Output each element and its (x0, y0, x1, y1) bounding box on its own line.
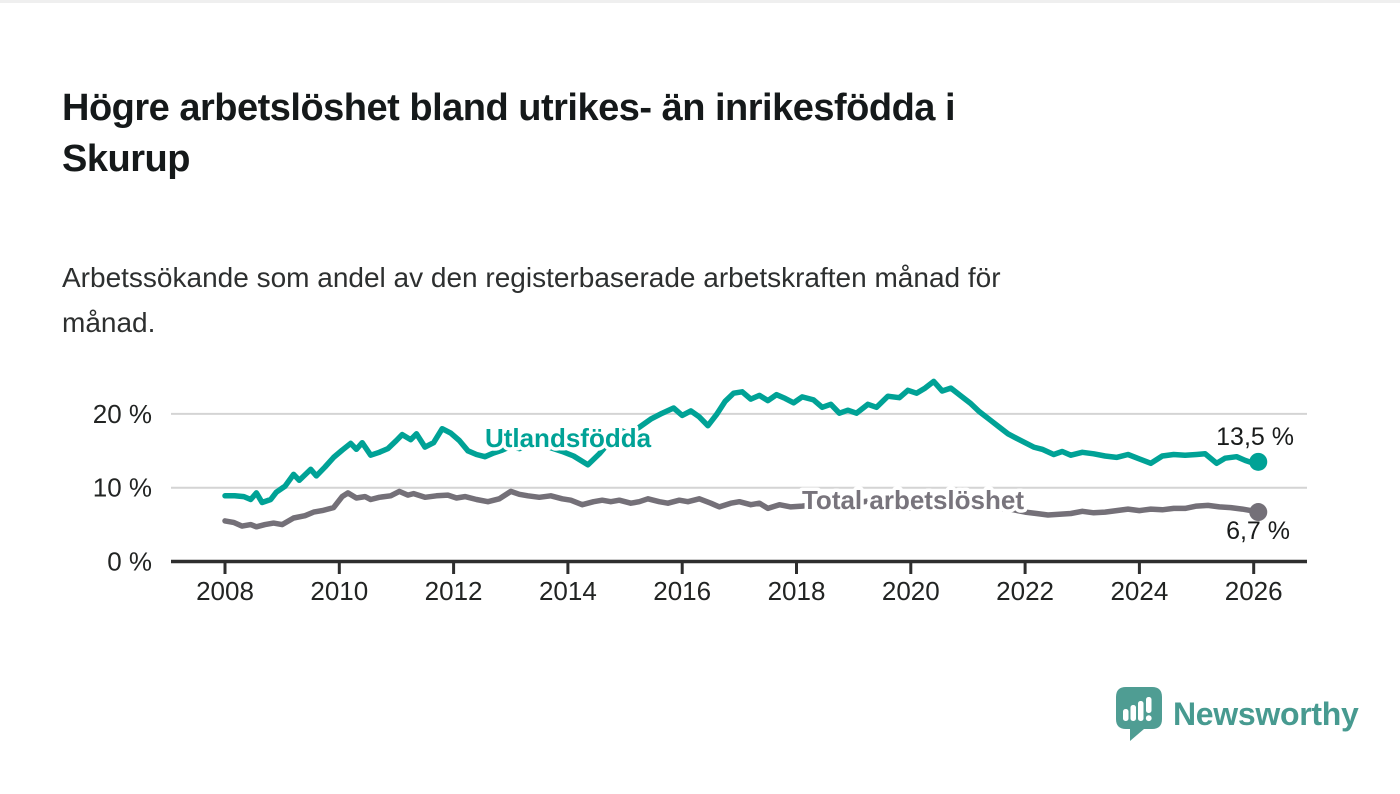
x-tick-label-2024: 2024 (1110, 576, 1168, 606)
top-border (0, 0, 1400, 3)
x-axis-ticks (223, 561, 1256, 574)
series-end-dot-0 (1249, 452, 1268, 471)
y-axis-tick-labels: 0 % 10 % 20 % (93, 399, 152, 577)
logo-bar-small (1123, 709, 1129, 721)
y-tick-label-0: 0 % (107, 547, 152, 577)
logo-exclamation-dot (1145, 715, 1152, 722)
series-label-utlandsfodda: Utlandsfödda (485, 423, 652, 453)
series-line-1 (222, 488, 1262, 530)
page-subtitle: Arbetssökande som andel av den registerb… (62, 262, 1001, 338)
series-label-total-arbetsloshet: Total arbetslöshet (802, 485, 1024, 515)
y-tick-label-20: 20 % (93, 399, 152, 429)
series-end-dot-1 (1249, 503, 1268, 522)
x-tick-label-2020: 2020 (882, 576, 940, 606)
logo-bar-tall (1138, 701, 1144, 721)
series-lines (222, 378, 1262, 530)
x-tick-label-2014: 2014 (539, 576, 597, 606)
logo-bar-medium (1130, 705, 1136, 721)
newsworthy-logo-icon (1116, 687, 1162, 741)
x-tick-label-2012: 2012 (425, 576, 483, 606)
end-value-label-total: 6,7 % (1226, 517, 1290, 545)
x-tick-label-2022: 2022 (996, 576, 1054, 606)
x-axis-tick-labels: 2008 2010 2012 2014 2016 2018 2020 2022 2024 2026 (196, 576, 1283, 606)
series-line-0 (222, 378, 1262, 506)
end-value-label-utlandsfodda: 13,5 % (1216, 423, 1294, 451)
logo-exclamation-bar (1146, 697, 1152, 713)
x-tick-label-2018: 2018 (768, 576, 826, 606)
x-tick-label-2016: 2016 (653, 576, 711, 606)
y-tick-label-10: 10 % (93, 473, 152, 503)
page-title: Högre arbetslöshet bland utrikes- än inr… (62, 87, 956, 180)
x-tick-label-2010: 2010 (310, 576, 368, 606)
newsworthy-wordmark: Newsworthy (1173, 696, 1359, 732)
x-tick-label-2008: 2008 (196, 576, 254, 606)
x-tick-label-2026: 2026 (1225, 576, 1283, 606)
gridlines (171, 412, 1307, 489)
newsworthy-logo: Newsworthy (1114, 684, 1359, 744)
series-end-dots (1249, 452, 1268, 522)
